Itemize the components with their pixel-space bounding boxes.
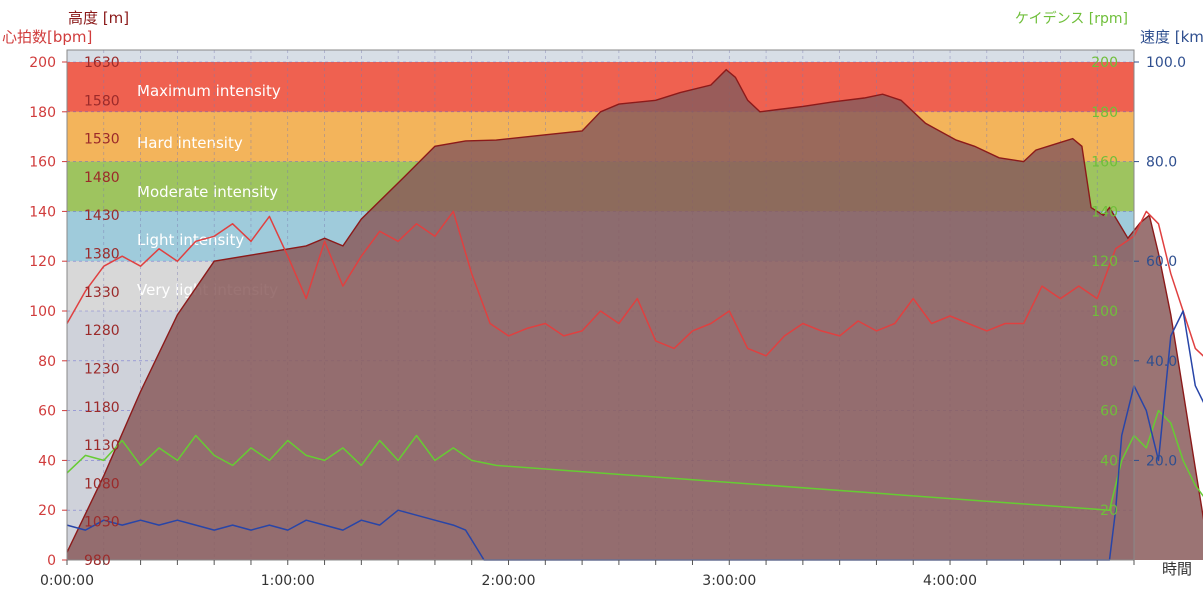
axis-titles: 高度 [m] 心拍数[bpm] ケイデンス [rpm] 速度 [km/h] 時間	[2, 9, 1203, 578]
altitude-tick-label: 1180	[84, 400, 120, 416]
altitude-tick-label: 980	[84, 553, 111, 569]
cadence-tick-label: 180	[1091, 105, 1118, 121]
altitude-tick-label: 1330	[84, 285, 120, 301]
zone-label-0: Maximum intensity	[137, 82, 281, 100]
cadence-tick-label: 80	[1100, 354, 1118, 370]
heart-rate-axis-title: 心拍数[bpm]	[2, 28, 92, 46]
time-tick-label: 1:00:00	[261, 573, 315, 589]
hr-tick-label: 160	[29, 155, 56, 171]
hr-tick-label: 140	[29, 204, 56, 220]
series-line-speed	[66, 310, 1203, 561]
altitude-tick-label: 1080	[84, 476, 120, 492]
time-tick-label: 3:00:00	[702, 573, 756, 589]
hr-tick-label: 0	[47, 553, 56, 569]
cadence-axis-title: ケイデンス [rpm]	[1015, 10, 1128, 27]
hr-tick-label: 40	[38, 453, 56, 469]
cadence-tick-label: 140	[1091, 204, 1118, 220]
plot-frame	[66, 49, 1135, 561]
speed-tick-label: 40.0	[1146, 354, 1177, 370]
cadence-tick-label: 60	[1100, 404, 1118, 420]
altitude-tick-label: 1030	[84, 515, 120, 531]
hr-tick-label: 80	[38, 354, 56, 370]
hr-tick-label: 120	[29, 254, 56, 270]
altitude-tick-label: 1380	[84, 247, 120, 263]
hr-tick-label: 180	[29, 105, 56, 121]
altitude-tick-label: 1230	[84, 361, 120, 377]
hr-tick-label: 200	[29, 55, 56, 71]
altitude-tick-label: 1630	[84, 55, 120, 71]
plot-top-strip	[67, 50, 1134, 62]
series-line-heart_rate	[66, 210, 1203, 357]
series-area-altitude	[67, 69, 1203, 560]
altitude-tick-label: 1480	[84, 170, 120, 186]
altitude-tick-label: 1580	[84, 93, 120, 109]
zone-label-2: Moderate intensity	[137, 183, 278, 201]
altitude-tick-label: 1130	[84, 438, 120, 454]
cadence-tick-label: 20	[1100, 503, 1118, 519]
hr-tick-label: 60	[38, 404, 56, 420]
zone-label-1: Hard intensity	[137, 134, 243, 152]
axes: 0 20 40 60 80 100 120 140 160 180 200 980 1030 1080 11…	[29, 49, 1186, 589]
altitude-tick-label: 1280	[84, 323, 120, 339]
cadence-tick-label: 200	[1091, 55, 1118, 71]
plot-area: Maximum intensity Hard intensity Moderate …	[66, 50, 1203, 561]
hr-tick-label: 20	[38, 503, 56, 519]
zone-band-0	[67, 62, 1134, 112]
time-tick-label: 4:00:00	[923, 573, 977, 589]
series-line-cadence	[66, 409, 1203, 511]
speed-tick-label: 60.0	[1146, 254, 1177, 270]
speed-tick-label: 80.0	[1146, 155, 1177, 171]
cadence-tick-label: 100	[1091, 304, 1118, 320]
speed-tick-label: 20.0	[1146, 453, 1177, 469]
cadence-tick-label: 120	[1091, 254, 1118, 270]
series-line-altitude	[66, 68, 1203, 553]
altitude-axis-title: 高度 [m]	[68, 9, 129, 27]
zone-label-3: Light intensity	[137, 231, 244, 249]
time-axis-title: 時間	[1162, 560, 1192, 578]
speed-tick-label: 100.0	[1146, 55, 1186, 71]
cadence-tick-label: 160	[1091, 155, 1118, 171]
time-tick-label: 2:00:00	[482, 573, 536, 589]
hr-tick-label: 100	[29, 304, 56, 320]
altitude-tick-label: 1430	[84, 208, 120, 224]
altitude-tick-label: 1530	[84, 132, 120, 148]
cadence-tick-label: 40	[1100, 453, 1118, 469]
speed-axis-title: 速度 [km/h]	[1140, 28, 1203, 46]
time-tick-label: 0:00:00	[40, 573, 94, 589]
